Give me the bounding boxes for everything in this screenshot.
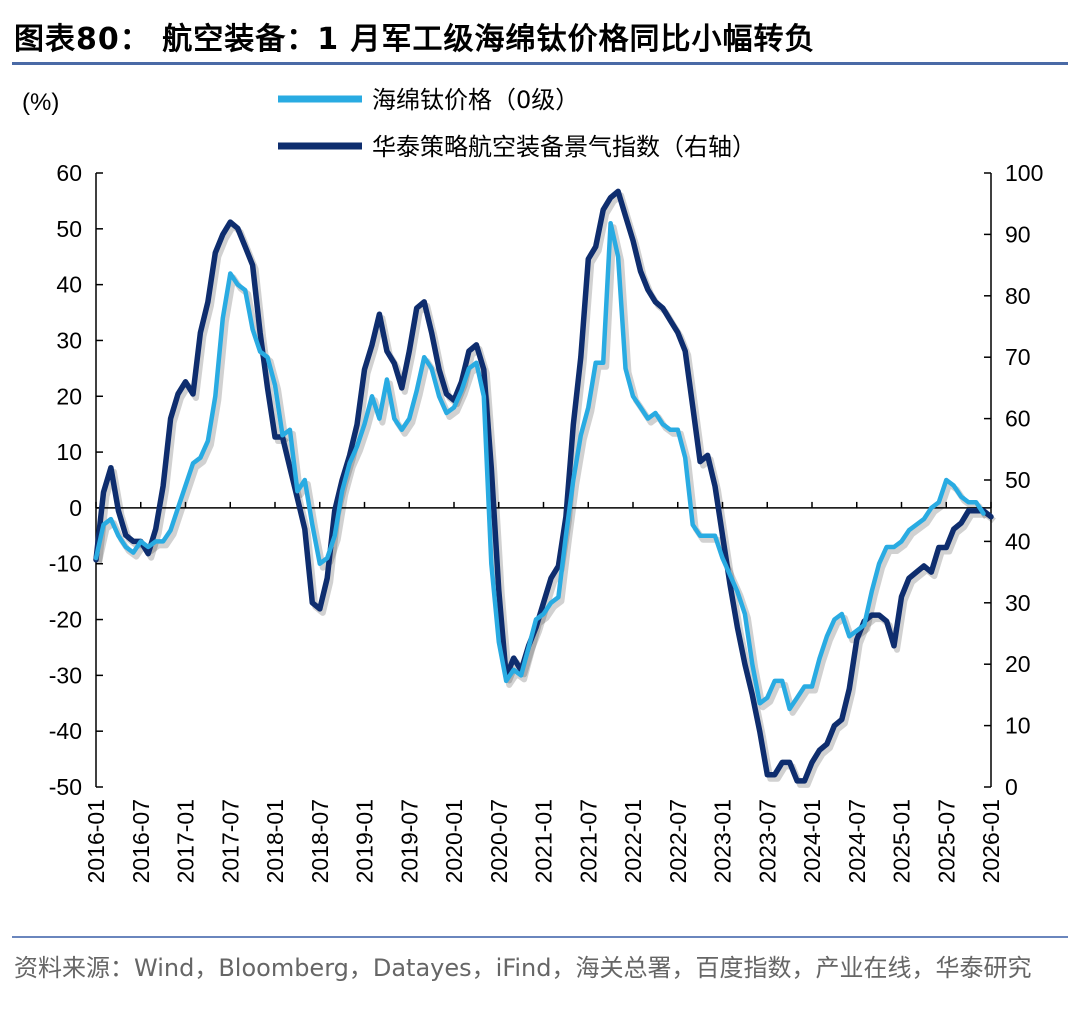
series-line-titanium-price: [93, 220, 986, 712]
right-tick-label: 100: [1005, 160, 1043, 186]
footer-divider: [12, 936, 1068, 938]
left-tick-label: 40: [56, 272, 82, 298]
series-shadows: [96, 192, 996, 788]
right-tick-label: 20: [1005, 651, 1031, 677]
x-tick-label: 2020-07: [486, 799, 512, 883]
right-tick-label: 0: [1005, 774, 1018, 800]
right-tick-label: 40: [1005, 528, 1031, 554]
right-tick-label: 90: [1005, 221, 1031, 247]
x-tick-label: 2024-07: [844, 799, 870, 883]
right-tick-label: 50: [1005, 467, 1031, 493]
x-tick-label: 2016-07: [128, 799, 154, 883]
left-tick-label: 20: [56, 383, 82, 409]
x-tick-label: 2017-07: [217, 799, 243, 883]
right-tick-label: 80: [1005, 283, 1031, 309]
x-tick-label: 2025-01: [889, 799, 915, 883]
left-tick-label: 10: [56, 439, 82, 465]
left-tick-label: -20: [49, 607, 82, 633]
x-tick-label: 2022-01: [620, 799, 646, 883]
x-tick-label: 2023-01: [710, 799, 736, 883]
left-y-axis: 60 50 40 30 20 10 0 -10 -20 -30 -40 -50: [49, 160, 103, 800]
x-tick-label: 2026-01: [978, 799, 1004, 883]
right-tick-label: 10: [1005, 713, 1031, 739]
series-line-aviation-index: [93, 188, 994, 784]
left-tick-label: 50: [56, 216, 82, 242]
left-tick-label: 60: [56, 160, 82, 186]
x-tick-label: 2021-01: [531, 799, 557, 883]
x-tick-label: 2020-01: [441, 799, 467, 883]
x-tick-label: 2025-07: [933, 799, 959, 883]
legend: 海绵钛价格（0级） 华泰策略航空装备景气指数（右轴）: [278, 86, 756, 161]
legend-label-titanium-price: 海绵钛价格（0级）: [372, 86, 579, 114]
x-axis: 2016-01 2016-07 2017-01 2017-07 2018-01 2018-…: [83, 501, 1004, 883]
source-note: 资料来源：Wind，Bloomberg，Datayes，iFind，海关总署，百…: [14, 954, 1032, 982]
series-lines: [93, 188, 994, 784]
x-tick-label: 2019-07: [396, 799, 422, 883]
x-tick-label: 2024-01: [799, 799, 825, 883]
x-tick-label: 2023-07: [754, 799, 780, 883]
x-tick-label: 2022-07: [665, 799, 691, 883]
x-tick-label: 2018-07: [307, 799, 333, 883]
series-shadow-0: [96, 224, 990, 716]
left-tick-label: 0: [69, 495, 82, 521]
right-tick-label: 70: [1005, 344, 1031, 370]
line-chart: (%) 海绵钛价格（0级） 华泰策略航空装备景气指数（右轴） 605040302…: [22, 86, 1043, 883]
title-divider: [12, 62, 1068, 65]
right-tick-label: 60: [1005, 406, 1031, 432]
right-tick-label: 30: [1005, 590, 1031, 616]
x-tick-label: 2017-01: [173, 799, 199, 883]
legend-label-aviation-index: 华泰策略航空装备景气指数（右轴）: [372, 133, 756, 161]
left-tick-label: -40: [49, 718, 82, 744]
x-tick-label: 2021-07: [575, 799, 601, 883]
axes: [95, 173, 992, 787]
left-tick-label: 30: [56, 327, 82, 353]
left-tick-label: -50: [49, 774, 82, 800]
x-tick-label: 2019-01: [352, 799, 378, 883]
chart-title: 图表80： 航空装备：1 月军工级海绵钛价格同比小幅转负: [14, 22, 816, 57]
x-tick-label: 2018-01: [262, 799, 288, 883]
left-tick-label: -30: [49, 662, 82, 688]
y-axis-unit-label: (%): [22, 89, 59, 116]
left-tick-label: -10: [49, 551, 82, 577]
x-tick-label: 2016-01: [83, 799, 109, 883]
